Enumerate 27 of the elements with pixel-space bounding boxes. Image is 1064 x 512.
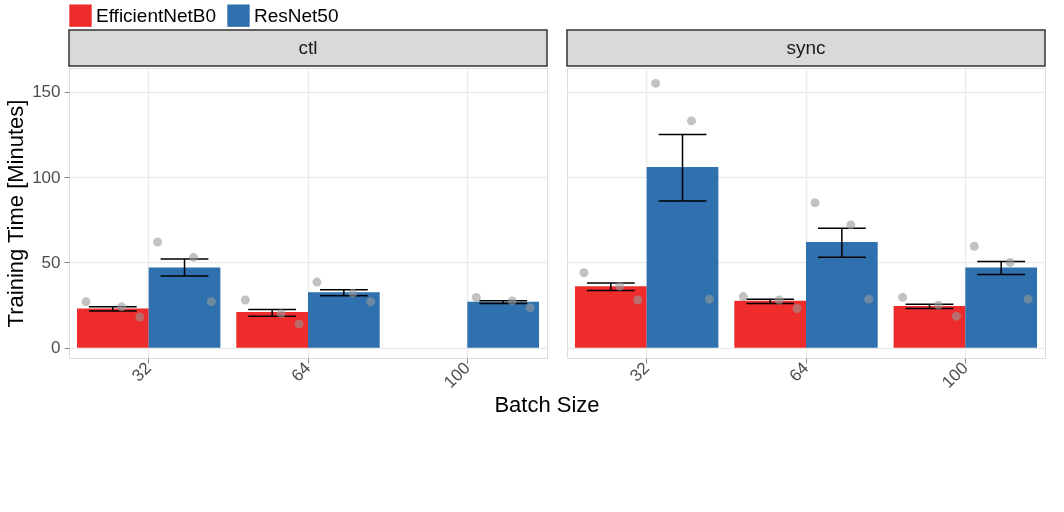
x-tick-label: 64	[785, 358, 813, 386]
y-tick-label: 150	[32, 82, 61, 102]
chart-title: ctl	[298, 37, 318, 58]
y-tick-label: 100	[32, 167, 61, 187]
chart-title: sync	[786, 37, 826, 58]
bar	[148, 267, 221, 348]
bar	[308, 292, 380, 348]
x-tick-label: 64	[287, 358, 315, 386]
x-tick-label: 100	[440, 358, 474, 392]
x-tick-label: 32	[626, 358, 654, 386]
bar	[467, 301, 540, 348]
bar	[734, 300, 806, 348]
x-tick-label: 32	[128, 358, 156, 386]
x-tick-label: 100	[938, 358, 972, 392]
legend-label: EfficientNetB0	[96, 4, 217, 26]
legend-label: ResNet50	[254, 4, 339, 26]
bar	[76, 308, 149, 348]
bar	[893, 305, 966, 348]
bar	[574, 286, 647, 348]
bar	[806, 242, 878, 348]
y-tick-label: 50	[41, 252, 61, 272]
y-axis-title: Training Time [Minutes]	[3, 99, 29, 328]
bar	[646, 166, 719, 348]
bar	[236, 311, 308, 348]
bar	[965, 267, 1038, 348]
y-tick-label: 0	[51, 338, 61, 358]
x-axis-title: Batch Size	[494, 392, 600, 417]
